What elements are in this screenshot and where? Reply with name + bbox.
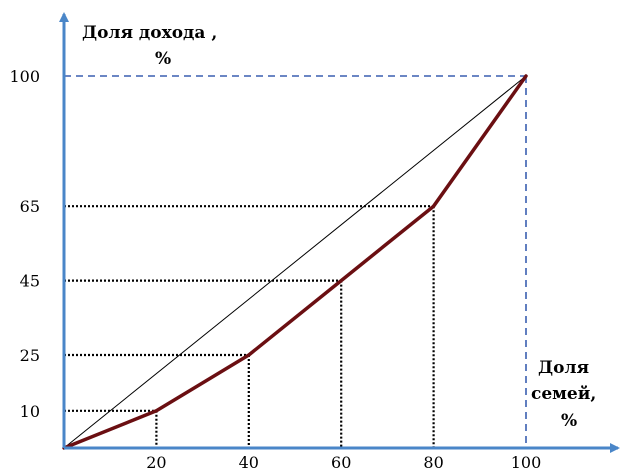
- guide-lines: [64, 75, 527, 448]
- y-tick-label: 45: [20, 272, 40, 291]
- series-lines: [62, 74, 528, 450]
- y-tick-label: 25: [20, 346, 40, 365]
- x-tick-label: 40: [239, 453, 259, 472]
- x-axis-title-line2: семей,: [531, 384, 596, 404]
- lorenz-curve-line: [62, 74, 528, 450]
- equality-line: [63, 75, 527, 449]
- y-tick-label: 100: [9, 67, 40, 86]
- x-axis-title-line3: %: [561, 411, 577, 431]
- tick-labels: 10 25 45 65 100 20 40 60 80 100: [9, 67, 541, 472]
- x-tick-label: 80: [423, 453, 443, 472]
- y-axis-title-line2: %: [155, 49, 171, 69]
- x-tick-label: 100: [511, 453, 542, 472]
- x-tick-label: 60: [331, 453, 351, 472]
- y-tick-label: 65: [20, 197, 40, 216]
- y-tick-label: 10: [20, 402, 40, 421]
- x-axis-title-line1: Доля: [538, 358, 589, 378]
- y-axis-title-line1: Доля дохода ,: [82, 23, 217, 43]
- x-tick-label: 20: [146, 453, 166, 472]
